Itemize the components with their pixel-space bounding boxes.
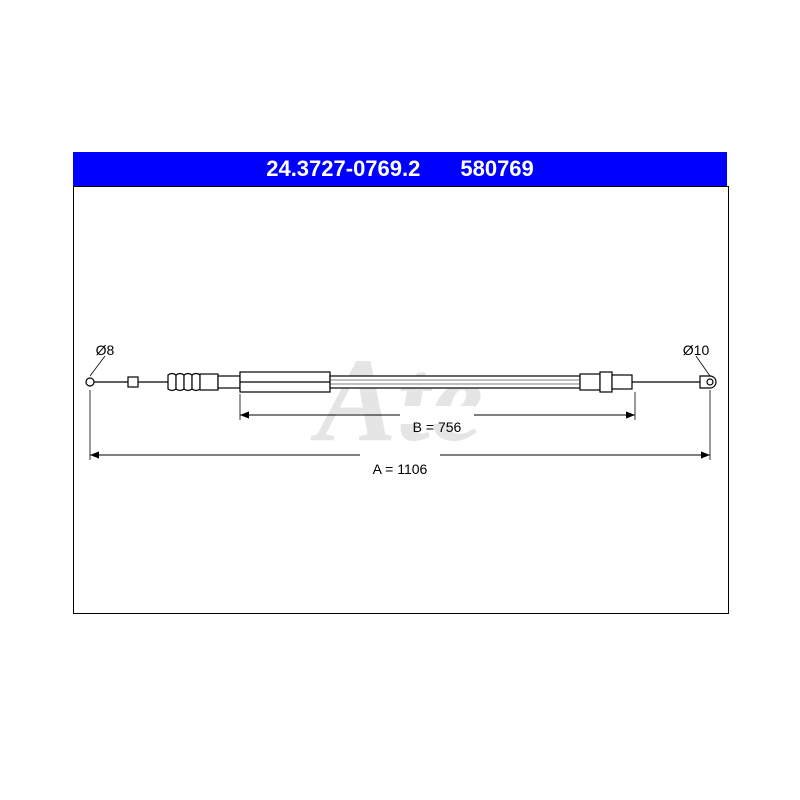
right-diameter-label: Ø10 — [683, 342, 709, 358]
technical-drawing — [0, 0, 800, 800]
dimension-a-label: A = 1106 — [373, 461, 428, 477]
left-diameter-label: Ø8 — [96, 342, 115, 358]
dimension-b-label: B = 756 — [413, 419, 462, 435]
